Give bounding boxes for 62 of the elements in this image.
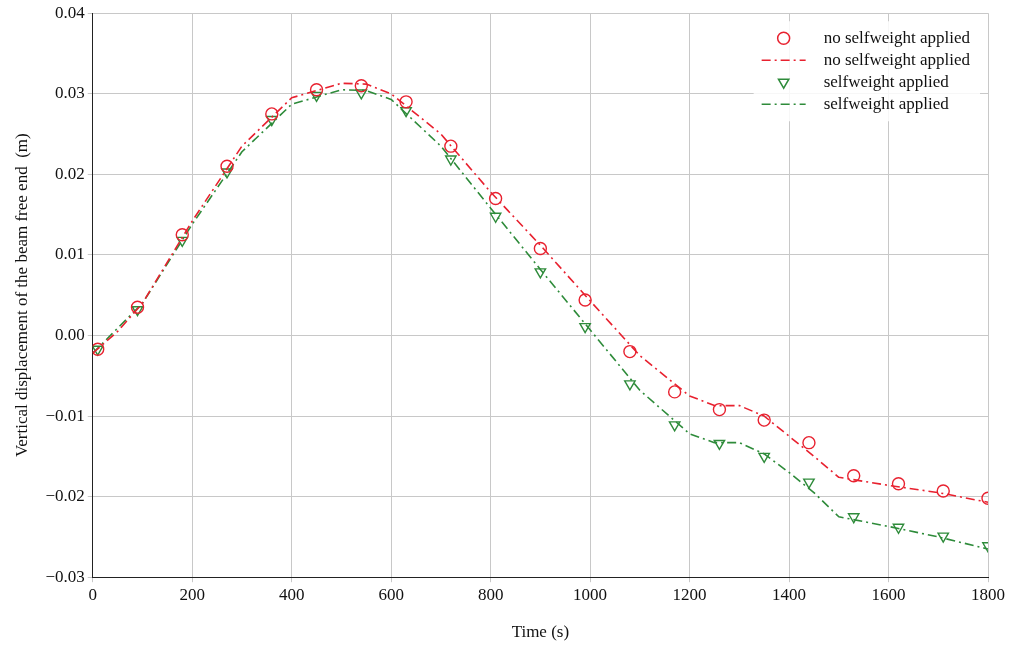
y-tick-label: 0.02 [54,163,85,183]
point [802,435,816,450]
point [892,523,905,534]
point [891,477,906,491]
point [130,300,145,314]
legend-label: selfweight applied [823,71,950,91]
x-tick-label: 400 [278,584,305,604]
x-tick-label: 1600 [871,584,906,604]
point [444,139,458,153]
x-tick-label: 1800 [971,584,1005,604]
point [668,421,681,432]
point [578,293,592,307]
point [444,155,457,166]
point [533,241,548,256]
x-tick-label: 1400 [772,584,807,604]
point [220,159,234,173]
x-tick-label: 1200 [672,584,707,604]
point [937,532,950,543]
point [623,344,637,359]
point [534,268,547,279]
point [847,468,861,483]
point [309,83,324,97]
point [354,79,369,93]
point [488,191,503,206]
point [667,385,682,399]
x-axis-title: Time (s) [511,622,570,642]
legend-label: no selfweight applied [823,27,971,47]
y-axis-title: Vertical displacement of the beam free end (m) [11,133,31,458]
x-tick-label: 1000 [573,584,608,604]
point [579,322,592,334]
point [758,452,771,464]
point [713,439,726,451]
y-tick-label: −0.03 [45,566,85,586]
point [757,413,771,427]
point [489,212,502,223]
point [265,115,278,127]
point [399,95,413,109]
legend-label: no selfweight applied [823,49,971,69]
point [712,402,727,417]
point [176,236,189,248]
x-tick-label: 0 [88,584,97,604]
point [355,89,368,100]
y-tick-label: 0.00 [54,324,85,344]
point [265,107,279,121]
y-tick-label: −0.02 [45,486,85,506]
x-tick-label: 600 [378,584,404,604]
x-tick-label: 200 [179,584,205,604]
point [936,484,950,498]
point [400,106,412,118]
point [847,513,860,524]
y-tick-label: −0.01 [45,405,85,425]
point [221,168,233,179]
y-tick-label: 0.03 [54,83,85,103]
y-tick-label: 0.01 [54,244,85,264]
point [131,306,144,317]
point [803,478,815,489]
point [310,91,323,103]
x-tick-label: 800 [477,584,504,604]
point [624,380,636,391]
point [175,228,189,242]
legend-label: selfweight applied [823,93,950,113]
y-tick-label: 0.04 [54,2,86,22]
